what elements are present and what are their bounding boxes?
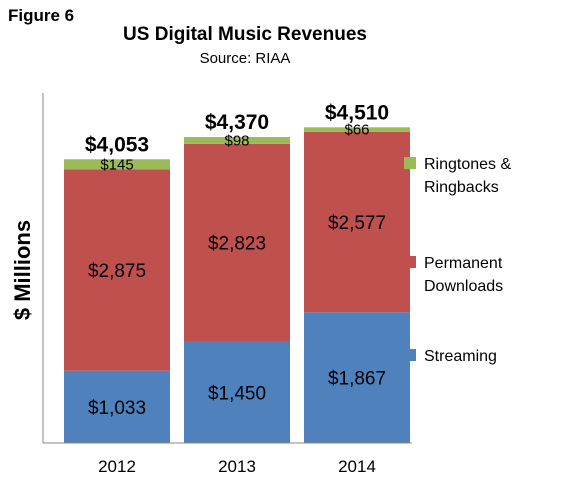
bar-segment bbox=[184, 137, 290, 144]
legend-entry: Streaming bbox=[424, 348, 497, 365]
legend-entry-line: Permanent bbox=[424, 255, 503, 272]
bar-segment bbox=[304, 131, 410, 313]
x-tick-label: 2013 bbox=[218, 457, 256, 476]
legend-entry: Ringtones & Ringbacks bbox=[424, 156, 511, 196]
bar-segment bbox=[64, 159, 170, 170]
chart-title: US Digital Music Revenues bbox=[123, 24, 367, 45]
data-label: $1,033 bbox=[88, 398, 146, 419]
data-label: $2,823 bbox=[208, 234, 266, 255]
legend-entry: Permanent Downloads bbox=[424, 255, 503, 295]
bar-segment bbox=[304, 312, 410, 443]
x-tick-label: 2014 bbox=[338, 457, 376, 476]
y-axis-label: $ Millions bbox=[10, 220, 35, 320]
data-label: $66 bbox=[344, 122, 369, 139]
chart-subtitle: Source: RIAA bbox=[199, 50, 291, 67]
total-label: $4,370 bbox=[205, 111, 269, 134]
legend-entry-line: Streaming bbox=[424, 348, 497, 365]
data-label: $2,577 bbox=[328, 213, 386, 234]
legend-entry-line: Ringbacks bbox=[424, 179, 499, 196]
legend-swatch bbox=[404, 157, 416, 169]
data-label: $1,867 bbox=[328, 369, 386, 390]
data-label: $1,450 bbox=[208, 383, 266, 404]
x-tick-label: 2012 bbox=[98, 457, 136, 476]
data-label: $2,875 bbox=[88, 261, 146, 282]
data-label: $98 bbox=[224, 132, 249, 149]
bar-segment bbox=[184, 143, 290, 342]
bar-segment bbox=[64, 169, 170, 371]
bar-segment bbox=[64, 370, 170, 443]
legend-swatch bbox=[404, 256, 416, 268]
figure-label: Figure 6 bbox=[8, 6, 75, 25]
bar-segment bbox=[304, 127, 410, 132]
legend-swatch bbox=[404, 349, 416, 361]
legend-entry-line: Ringtones & bbox=[424, 156, 511, 173]
total-label: $4,510 bbox=[325, 101, 389, 124]
total-label: $4,053 bbox=[85, 133, 149, 156]
legend-entry-line: Downloads bbox=[424, 278, 503, 295]
data-label: $145 bbox=[100, 156, 133, 173]
bar-segment bbox=[184, 341, 290, 443]
